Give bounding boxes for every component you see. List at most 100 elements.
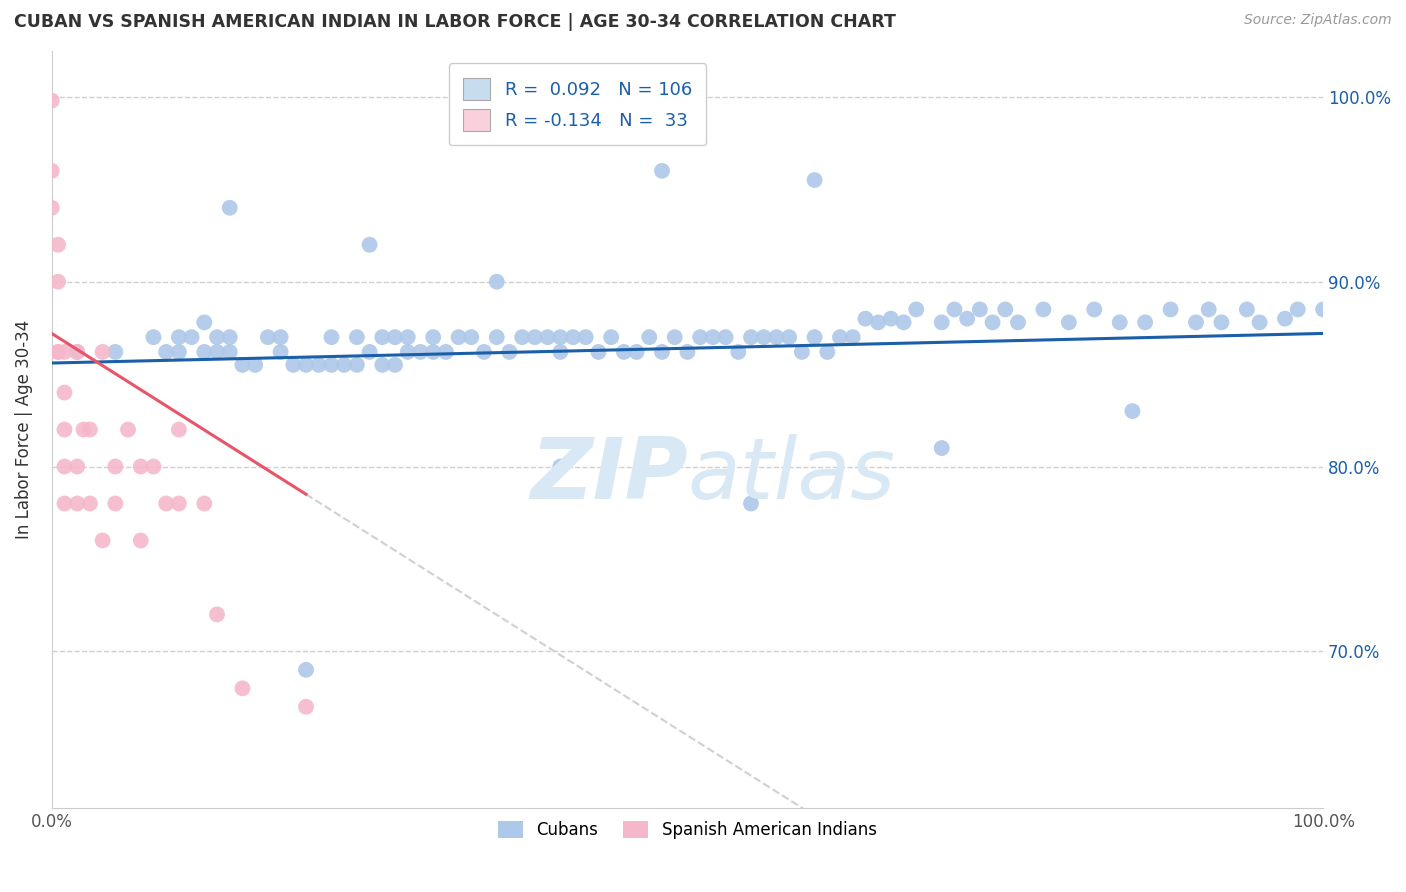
Point [1274, 311, 1296, 326]
Point [1108, 315, 1130, 329]
Point [931, 315, 953, 329]
Point [193, 496, 215, 510]
Point [1312, 302, 1334, 317]
Point [613, 345, 636, 359]
Point [359, 237, 381, 252]
Point [931, 441, 953, 455]
Point [689, 330, 711, 344]
Point [142, 330, 165, 344]
Point [243, 358, 266, 372]
Point [129, 459, 152, 474]
Point [956, 311, 979, 326]
Point [562, 330, 585, 344]
Point [359, 345, 381, 359]
Point [868, 315, 890, 329]
Y-axis label: In Labor Force | Age 30-34: In Labor Force | Age 30-34 [15, 320, 32, 539]
Point [384, 330, 406, 344]
Point [371, 330, 394, 344]
Point [384, 358, 406, 372]
Point [193, 315, 215, 329]
Point [66, 496, 89, 510]
Point [778, 330, 800, 344]
Point [510, 330, 533, 344]
Point [1007, 315, 1029, 329]
Point [218, 201, 240, 215]
Point [905, 302, 928, 317]
Text: atlas: atlas [688, 434, 896, 516]
Point [447, 330, 470, 344]
Point [1121, 404, 1143, 418]
Point [409, 345, 432, 359]
Point [1032, 302, 1054, 317]
Point [53, 459, 76, 474]
Point [66, 459, 89, 474]
Point [193, 345, 215, 359]
Point [167, 423, 190, 437]
Point [651, 163, 673, 178]
Point [218, 330, 240, 344]
Point [53, 385, 76, 400]
Point [1249, 315, 1271, 329]
Point [283, 358, 305, 372]
Point [1286, 302, 1309, 317]
Point [167, 345, 190, 359]
Point [893, 315, 915, 329]
Point [295, 663, 318, 677]
Point [346, 358, 368, 372]
Point [1083, 302, 1105, 317]
Point [72, 423, 94, 437]
Point [740, 330, 762, 344]
Point [41, 94, 63, 108]
Point [575, 330, 598, 344]
Point [205, 607, 228, 622]
Point [828, 330, 851, 344]
Point [981, 315, 1004, 329]
Point [167, 496, 190, 510]
Point [46, 345, 69, 359]
Legend: Cubans, Spanish American Indians: Cubans, Spanish American Indians [492, 814, 883, 846]
Text: CUBAN VS SPANISH AMERICAN INDIAN IN LABOR FORCE | AGE 30-34 CORRELATION CHART: CUBAN VS SPANISH AMERICAN INDIAN IN LABO… [14, 13, 896, 31]
Point [79, 423, 101, 437]
Point [1198, 302, 1220, 317]
Point [180, 330, 202, 344]
Point [790, 345, 813, 359]
Point [104, 459, 127, 474]
Point [396, 330, 419, 344]
Point [600, 330, 623, 344]
Point [1211, 315, 1233, 329]
Point [270, 345, 292, 359]
Point [91, 533, 114, 548]
Point [46, 237, 69, 252]
Point [588, 345, 610, 359]
Point [46, 345, 69, 359]
Point [1160, 302, 1182, 317]
Point [638, 330, 661, 344]
Point [104, 345, 127, 359]
Point [803, 173, 825, 187]
Text: ZIP: ZIP [530, 434, 688, 516]
Point [803, 330, 825, 344]
Point [205, 330, 228, 344]
Point [460, 330, 482, 344]
Point [752, 330, 775, 344]
Point [626, 345, 648, 359]
Point [855, 311, 877, 326]
Point [46, 275, 69, 289]
Point [943, 302, 966, 317]
Point [422, 330, 444, 344]
Point [702, 330, 724, 344]
Text: Source: ZipAtlas.com: Source: ZipAtlas.com [1244, 13, 1392, 28]
Point [1057, 315, 1080, 329]
Point [53, 423, 76, 437]
Point [1185, 315, 1208, 329]
Point [257, 330, 280, 344]
Point [880, 311, 903, 326]
Point [142, 459, 165, 474]
Point [523, 330, 546, 344]
Point [841, 330, 863, 344]
Point [727, 345, 749, 359]
Point [333, 358, 356, 372]
Point [117, 423, 139, 437]
Point [676, 345, 699, 359]
Point [651, 345, 673, 359]
